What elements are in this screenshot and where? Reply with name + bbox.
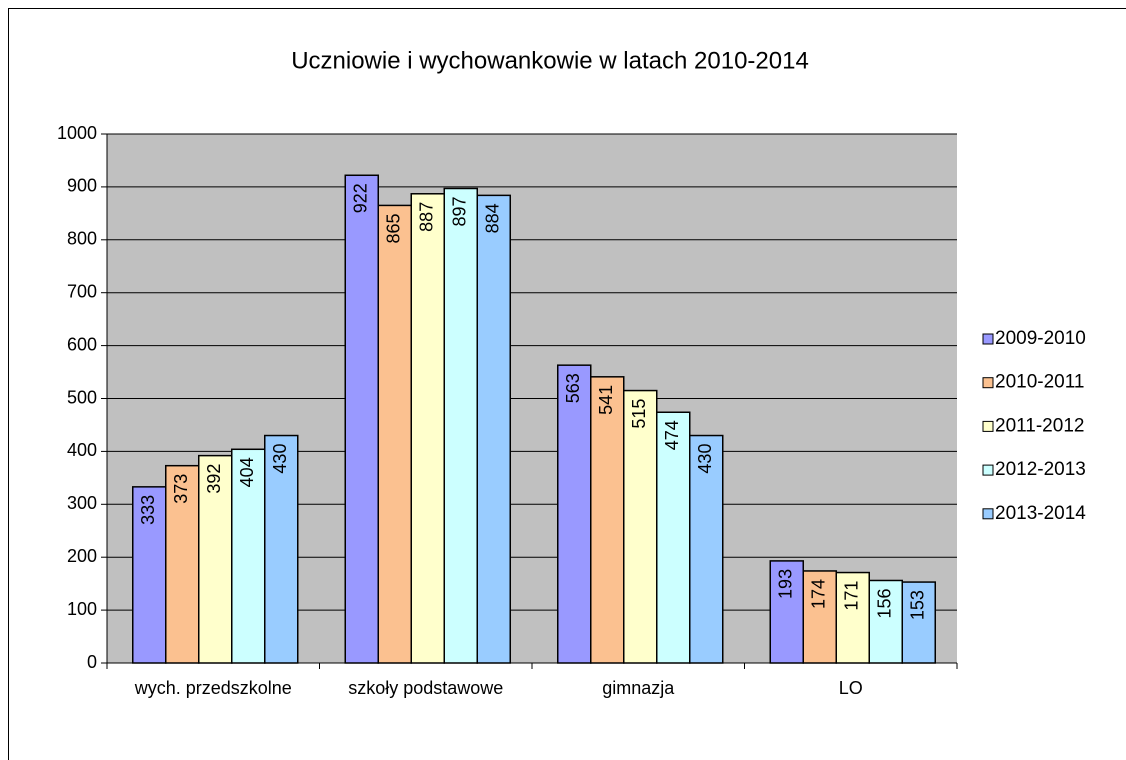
legend-label: 2012-2013 (995, 459, 1086, 480)
data-label: 373 (171, 474, 191, 504)
bar (689, 434, 724, 664)
legend-label: 2010-2011 (995, 372, 1084, 393)
y-tick-label: 0 (87, 652, 97, 672)
data-label: 515 (629, 399, 649, 429)
x-tick-label: wych. przedszkolne (134, 678, 292, 698)
y-tick-label: 800 (67, 229, 97, 249)
bar (901, 581, 936, 664)
data-label: 174 (809, 579, 829, 609)
bar (557, 364, 592, 664)
data-label: 404 (237, 457, 257, 487)
y-tick-label: 700 (67, 281, 97, 301)
bar (656, 411, 691, 664)
bar (264, 434, 299, 664)
data-label: 865 (384, 213, 404, 243)
bar (623, 389, 658, 664)
y-tick-label: 300 (67, 493, 97, 513)
y-tick-label: 900 (67, 176, 97, 196)
bar (835, 571, 870, 664)
data-label: 171 (842, 581, 862, 611)
data-label: 333 (138, 495, 158, 525)
data-label: 884 (483, 203, 503, 233)
data-label: 541 (596, 385, 616, 415)
y-tick-label: 1000 (57, 123, 97, 143)
bar (769, 560, 804, 664)
legend-label: 2011-2012 (995, 415, 1084, 436)
bar (590, 376, 625, 664)
data-label: 392 (204, 464, 224, 494)
bar (198, 454, 233, 664)
bar (443, 187, 478, 664)
bar (132, 486, 167, 664)
data-label: 897 (450, 196, 470, 226)
chart-title: Uczniowie i wychowankowie w latach 2010-… (291, 47, 809, 74)
data-label: 430 (270, 444, 290, 474)
bar (165, 464, 200, 664)
y-tick-label: 600 (67, 334, 97, 354)
data-label: 193 (776, 569, 796, 599)
legend-swatch (982, 464, 994, 476)
legend-swatch (982, 420, 994, 432)
data-label: 153 (908, 590, 928, 620)
legend-label: 2013-2014 (995, 503, 1086, 524)
bar (410, 193, 445, 664)
bar (868, 579, 903, 664)
y-tick-label: 400 (67, 440, 97, 460)
data-label: 922 (351, 183, 371, 213)
x-tick-label: LO (839, 678, 863, 698)
bar (377, 204, 412, 664)
y-tick-label: 500 (67, 387, 97, 407)
bar (802, 570, 837, 664)
legend-swatch (982, 377, 994, 389)
bar (344, 174, 379, 664)
data-label: 887 (417, 202, 437, 232)
x-tick-label: gimnazja (602, 678, 675, 698)
y-tick-label: 200 (67, 546, 97, 566)
data-label: 156 (875, 588, 895, 618)
legend-label: 2009-2010 (995, 328, 1086, 349)
legend-swatch (982, 508, 994, 520)
x-tick-label: szkoły podstawowe (348, 678, 503, 698)
data-label: 430 (695, 444, 715, 474)
legend-swatch (982, 333, 994, 345)
data-label: 474 (662, 420, 682, 450)
data-label: 563 (563, 373, 583, 403)
bar (476, 194, 511, 664)
y-tick-label: 100 (67, 599, 97, 619)
